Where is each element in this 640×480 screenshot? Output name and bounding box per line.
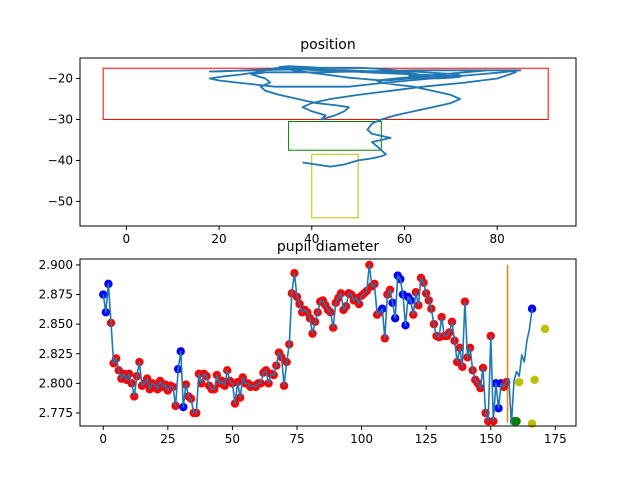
position-axes-frame (79, 57, 577, 227)
pupil-diameter-x-tick-label: 125 (415, 432, 438, 446)
position-y-tick-label: −40 (48, 153, 73, 167)
position-x-tick-label: 40 (304, 232, 319, 246)
pupil-diameter-axes-frame (79, 258, 577, 427)
pupil-diameter-x-tick-label: 175 (544, 432, 567, 446)
position-axes: position 0 20 40 60 80 −20 −30 −40 −50 (48, 37, 577, 246)
pupil-diameter-y-tick-label: 2.775 (39, 406, 73, 420)
pupil-diameter-x-tick-label: 150 (479, 432, 502, 446)
pupil-data-point-yellow (540, 324, 550, 334)
position-plot-area (102, 65, 549, 219)
pupil-diameter-y-tick-label: 2.850 (39, 317, 73, 331)
pupil-diameter-axes: pupil diameter 0 25 50 75 100 125 150 175 2.775… (39, 239, 577, 446)
pupil-diameter-y-tick-label: 2.900 (39, 258, 73, 272)
position-y-tick-label: −50 (48, 194, 73, 208)
pupil-diameter-y-ticks: 2.775 2.800 2.825 2.850 2.875 2.900 (39, 258, 80, 420)
pupil-diameter-x-ticks: 0 25 50 75 100 125 150 175 (99, 426, 567, 446)
position-x-ticks: 0 20 40 60 80 (123, 226, 505, 246)
position-title: position (300, 37, 355, 53)
position-x-tick-label: 60 (397, 232, 412, 246)
position-trajectory-line (208, 65, 522, 168)
pupil-data-point-yellow (514, 377, 524, 387)
pupil-diameter-line (102, 264, 533, 425)
position-y-ticks: −20 −30 −40 −50 (48, 71, 80, 208)
position-x-tick-label: 20 (211, 232, 226, 246)
pupil-diameter-x-tick-label: 0 (99, 432, 107, 446)
position-y-tick-label: −30 (48, 112, 73, 126)
pupil-diameter-x-tick-label: 75 (289, 432, 304, 446)
pupil-diameter-plot-area (99, 260, 550, 428)
position-x-tick-label: 80 (490, 232, 505, 246)
pupil-data-point-green (512, 417, 521, 426)
pupil-diameter-x-tick-label: 100 (350, 432, 373, 446)
pupil-data-point-yellow (527, 419, 537, 428)
pupil-data-point-yellow (530, 375, 539, 385)
pupil-diameter-y-tick-label: 2.800 (39, 376, 73, 390)
region-rectangle-3 (311, 153, 359, 219)
pupil-diameter-x-tick-label: 50 (225, 432, 240, 446)
pupil-diameter-y-tick-label: 2.875 (39, 288, 73, 302)
position-y-tick-label: −20 (48, 71, 73, 85)
pupil-diameter-x-tick-label: 25 (160, 432, 175, 446)
pupil-diameter-title: pupil diameter (277, 239, 380, 255)
position-series-group (102, 65, 549, 219)
position-x-tick-label: 0 (123, 232, 131, 246)
pupil-diameter-y-tick-label: 2.825 (39, 347, 73, 361)
